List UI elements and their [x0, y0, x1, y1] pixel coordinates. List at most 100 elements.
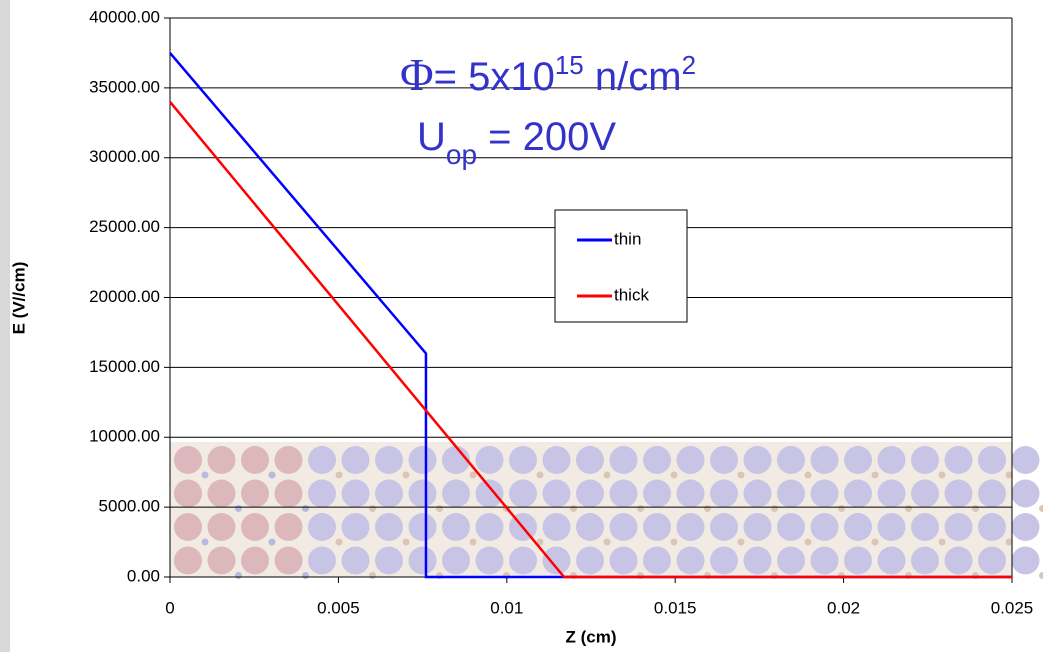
texture-dot: [302, 505, 309, 512]
texture-dot: [201, 471, 209, 479]
y-tick-label: 5000.00: [99, 497, 160, 516]
texture-dot: [235, 572, 242, 579]
texture-dot: [207, 446, 236, 474]
texture-dot: [341, 446, 370, 474]
y-tick-label: 20000.00: [89, 287, 160, 306]
texture-dot: [375, 513, 403, 541]
texture-dot: [777, 513, 805, 541]
texture-dot: [810, 546, 839, 575]
texture-dot: [402, 538, 410, 546]
x-axis-title: Z (cm): [566, 627, 617, 646]
texture-dot: [844, 446, 872, 474]
texture-dot: [704, 505, 711, 512]
texture-dot: [341, 513, 370, 541]
texture-dot: [274, 546, 303, 575]
texture-dot: [308, 546, 336, 575]
texture-dot: [509, 446, 537, 474]
texture-dot: [777, 479, 805, 508]
texture-dot: [911, 446, 939, 474]
texture-dot: [402, 471, 410, 479]
texture-dot: [268, 471, 276, 479]
texture-dot: [978, 446, 1006, 474]
texture-dot: [576, 513, 604, 541]
text: = 5x10: [434, 55, 555, 99]
y-tick-label: 35000.00: [89, 77, 160, 96]
texture-dot: [877, 479, 906, 508]
texture-dot: [676, 446, 705, 474]
texture-dot: [643, 546, 671, 575]
legend-label: thin: [614, 229, 641, 248]
texture-dot: [1011, 513, 1040, 541]
texture-dot: [609, 513, 638, 541]
texture-dot: [274, 513, 303, 541]
texture-dot: [576, 446, 604, 474]
texture-dot: [274, 446, 303, 474]
texture-dot: [670, 471, 678, 479]
texture-dot: [436, 505, 443, 512]
annotation-voltage: Uop = 200V: [417, 115, 616, 170]
texture-dot: [302, 572, 309, 579]
texture-dot: [737, 538, 745, 546]
texture-dot: [442, 479, 470, 508]
texture-dot: [375, 546, 403, 575]
texture-dot: [308, 513, 336, 541]
texture-dot: [643, 446, 671, 474]
texture-dot: [944, 479, 973, 508]
texture-dot: [207, 513, 236, 541]
x-tick-label: 0.02: [827, 598, 860, 617]
texture-dot: [804, 538, 812, 546]
x-tick-label: 0.015: [654, 598, 697, 617]
texture-dot: [777, 446, 805, 474]
texture-dot: [676, 479, 705, 508]
texture-dot: [777, 546, 805, 575]
legend-box: [554, 209, 688, 323]
texture-dot: [743, 513, 772, 541]
side-strip: [0, 0, 10, 652]
x-tick-label: 0.025: [991, 598, 1034, 617]
y-tick-label: 10000.00: [89, 427, 160, 446]
x-tick-label: 0.01: [490, 598, 523, 617]
texture-dot: [475, 479, 504, 508]
legend-label: thick: [614, 285, 649, 304]
texture-dot: [944, 446, 973, 474]
texture-dot: [938, 471, 946, 479]
texture-dot: [475, 446, 504, 474]
texture-dot: [1011, 446, 1040, 474]
x-tick-label: 0.005: [317, 598, 360, 617]
texture-dot: [844, 479, 872, 508]
texture-dot: [241, 513, 269, 541]
superscript: 15: [555, 50, 584, 80]
phi: Φ: [400, 49, 434, 100]
texture-dot: [1005, 538, 1013, 546]
texture-dot: [1011, 479, 1040, 508]
texture-dot: [710, 513, 738, 541]
texture-dot: [341, 546, 370, 575]
texture-dot: [341, 479, 370, 508]
texture-dot: [911, 546, 939, 575]
texture-dot: [1005, 471, 1013, 479]
y-tick-label: 15000.00: [89, 357, 160, 376]
texture-dot: [1039, 505, 1043, 512]
texture-dot: [603, 538, 611, 546]
texture-dot: [877, 446, 906, 474]
text: U: [417, 115, 446, 159]
texture-dot: [972, 505, 979, 512]
texture-dot: [369, 572, 376, 579]
texture-dot: [637, 505, 644, 512]
series-lines: [169, 52, 1012, 579]
texture-dot: [408, 513, 437, 541]
texture-dot: [509, 479, 537, 508]
texture-dot: [944, 513, 973, 541]
texture-dot: [771, 505, 778, 512]
texture-dot: [369, 505, 376, 512]
background-texture: [170, 442, 1043, 579]
texture-dot: [676, 546, 705, 575]
y-axis-title: E (V//cm): [9, 262, 28, 335]
texture-dot: [710, 479, 738, 508]
texture-dot: [235, 505, 242, 512]
texture-dot: [207, 479, 236, 508]
texture-dot: [710, 546, 738, 575]
texture-dot: [743, 546, 772, 575]
annotation-flux: Φ= 5x1015 n/cm2: [400, 49, 696, 100]
texture-dot: [268, 538, 276, 546]
